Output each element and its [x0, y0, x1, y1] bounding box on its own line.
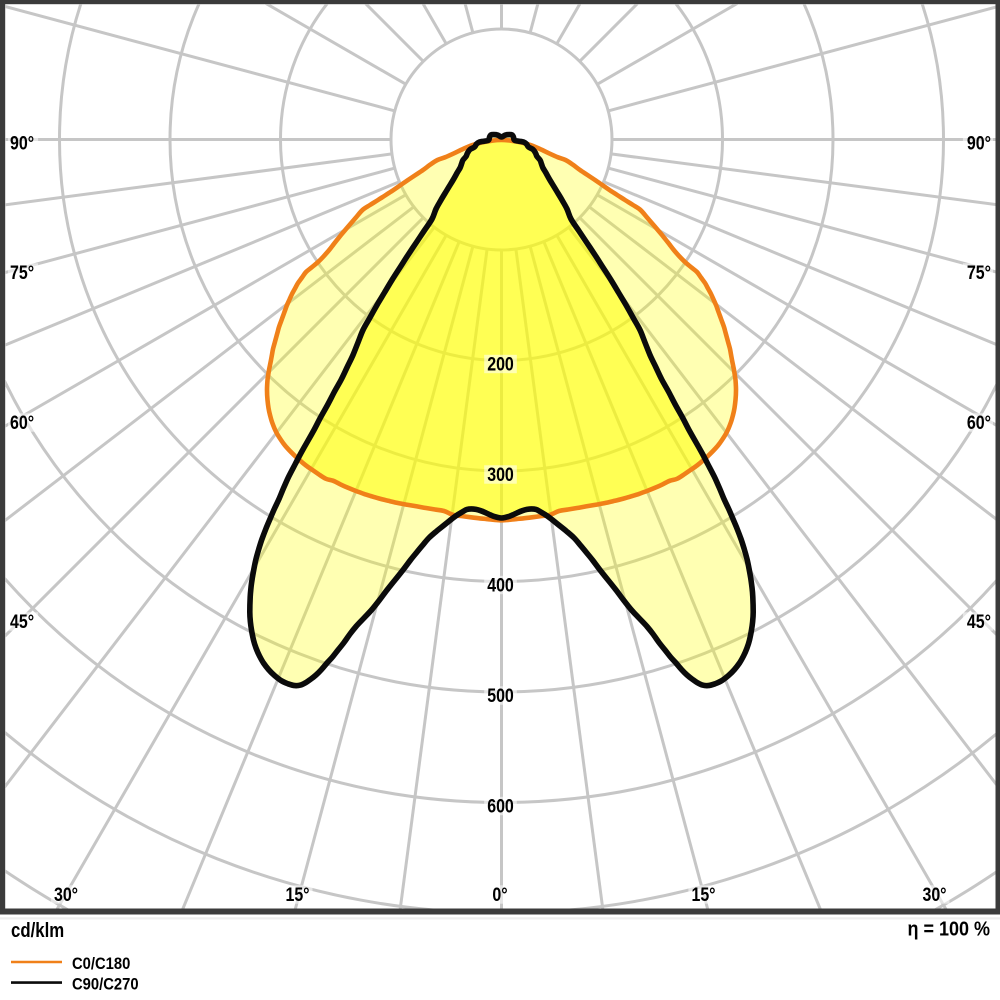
svg-text:600: 600 [487, 795, 514, 817]
svg-text:60°: 60° [10, 412, 34, 434]
svg-text:15°: 15° [691, 884, 715, 906]
svg-text:45°: 45° [967, 611, 991, 633]
svg-text:C90/C270: C90/C270 [72, 976, 139, 994]
svg-text:C0/C180: C0/C180 [72, 955, 130, 973]
svg-text:500: 500 [487, 685, 514, 707]
svg-text:0°: 0° [492, 884, 507, 906]
svg-text:30°: 30° [54, 884, 78, 906]
svg-text:15°: 15° [285, 884, 309, 906]
svg-text:60°: 60° [967, 412, 991, 434]
svg-text:30°: 30° [922, 884, 946, 906]
svg-text:75°: 75° [967, 262, 991, 284]
svg-text:90°: 90° [967, 132, 991, 154]
svg-text:400: 400 [487, 574, 514, 596]
svg-text:300: 300 [487, 464, 514, 486]
svg-text:η = 100 %: η = 100 % [907, 918, 990, 940]
svg-text:90°: 90° [10, 132, 34, 154]
svg-text:75°: 75° [10, 262, 34, 284]
svg-text:200: 200 [487, 353, 514, 375]
svg-text:cd/klm: cd/klm [11, 919, 64, 942]
svg-text:45°: 45° [10, 611, 34, 633]
